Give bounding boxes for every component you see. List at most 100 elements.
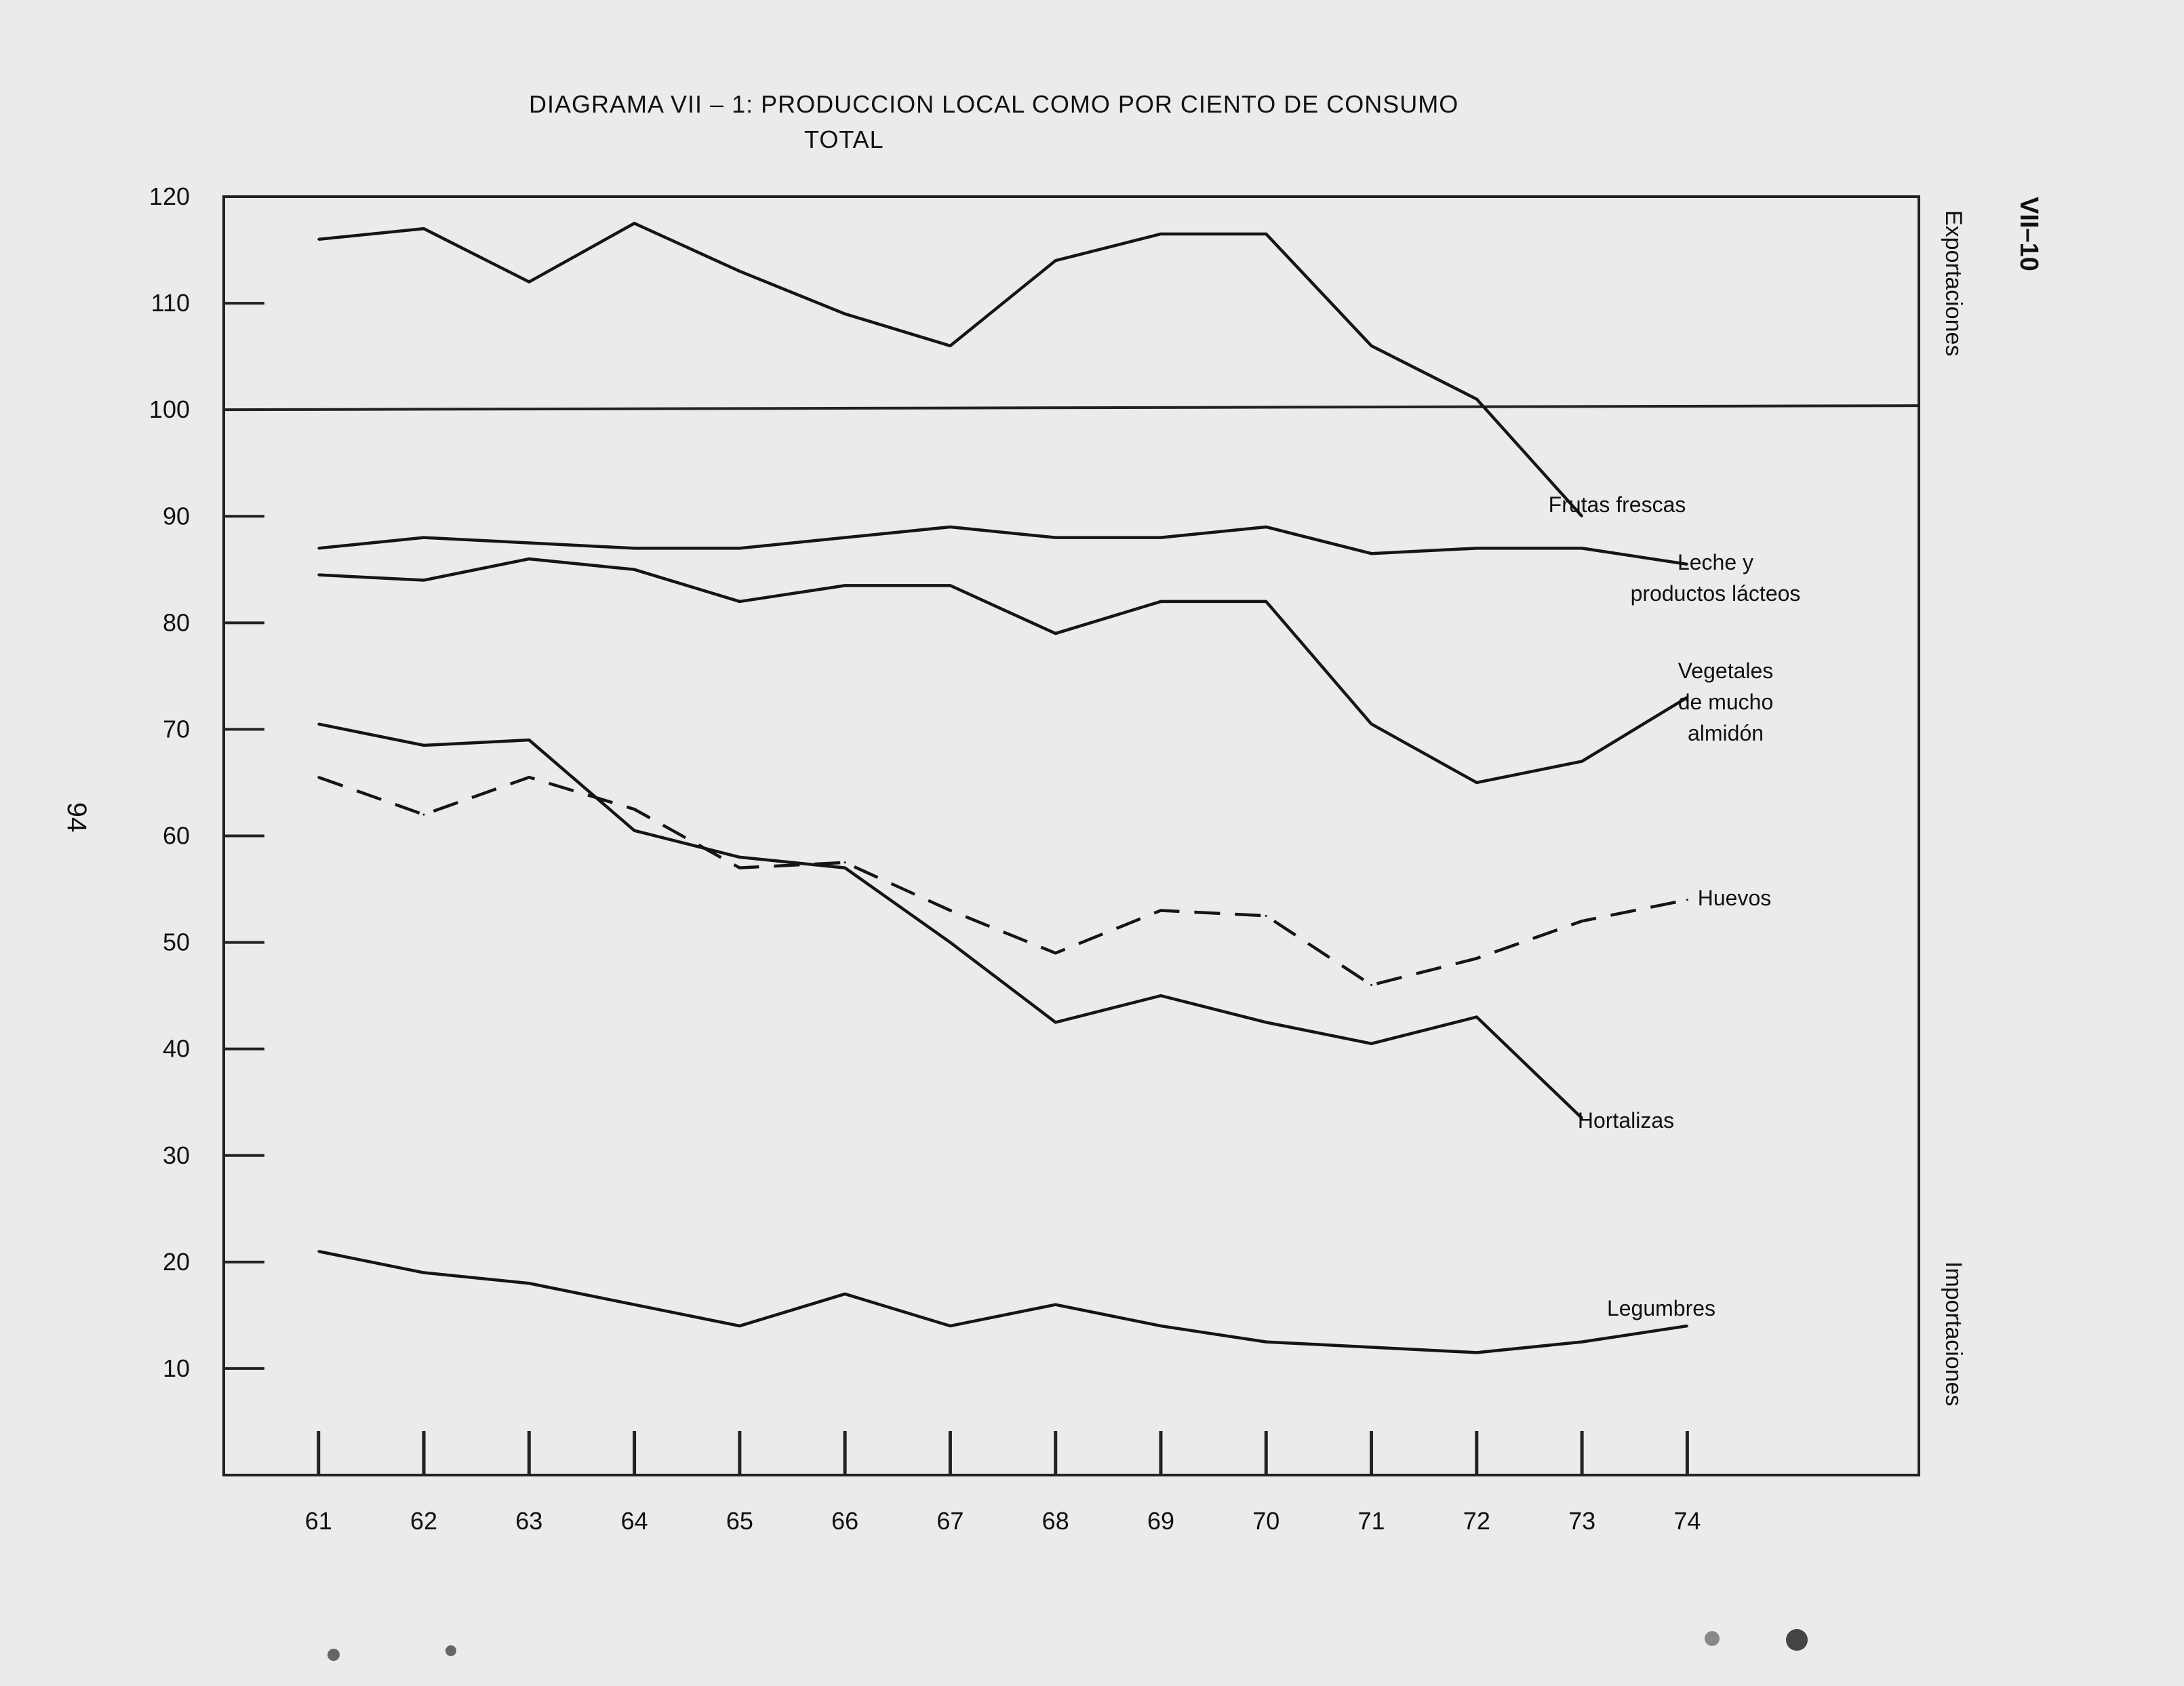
series-label-frutas-frescas: Frutas frescas (1549, 492, 1686, 517)
series-label-line: Legumbres (1607, 1296, 1715, 1320)
series-line-legumbres (318, 1249, 1688, 1354)
data-point-huevos (1686, 899, 1688, 901)
y-axis: 10 20 30 40 50 60 70 80 90 100 110 120 (149, 182, 264, 1382)
data-point-legumbres (1581, 1341, 1583, 1344)
data-point-vegetales-de-mucho-almidon (1686, 696, 1688, 699)
data-point-vegetales-de-mucho-almidon (1370, 723, 1373, 726)
plot-frame (222, 195, 1920, 1476)
data-point-frutas-frescas (1265, 233, 1267, 235)
data-point-vegetales-de-mucho-almidon (1475, 781, 1478, 784)
data-point-hortalizas (422, 744, 425, 747)
y-tick-label: 100 (149, 395, 190, 423)
x-tick-label: 68 (1042, 1507, 1069, 1535)
data-point-legumbres (317, 1250, 320, 1253)
x-tick-label: 64 (621, 1507, 648, 1535)
page-number: 94 (62, 802, 92, 833)
data-point-legumbres (843, 1293, 846, 1295)
importaciones-label: Importaciones (1941, 1261, 1966, 1407)
y-tick-label: 40 (163, 1035, 190, 1063)
data-point-frutas-frescas (422, 227, 425, 230)
data-point-huevos (738, 867, 741, 869)
x-tick-label: 67 (936, 1507, 964, 1535)
data-point-leche-y-productos-lacteos (1475, 547, 1478, 549)
data-point-leche-y-productos-lacteos (738, 547, 741, 549)
data-point-legumbres (422, 1272, 425, 1274)
x-tick-label: 65 (726, 1507, 753, 1535)
data-point-hortalizas (1265, 1021, 1267, 1023)
data-point-legumbres (738, 1325, 741, 1327)
y-tick-label: 70 (163, 715, 190, 743)
data-point-leche-y-productos-lacteos (1265, 526, 1267, 528)
data-point-hortalizas (1475, 1016, 1478, 1019)
data-point-huevos (633, 808, 636, 810)
data-point-hortalizas (738, 856, 741, 859)
data-point-hortalizas (949, 941, 951, 944)
x-tick-label: 74 (1673, 1507, 1701, 1535)
data-point-vegetales-de-mucho-almidon (1159, 600, 1162, 603)
reference-line-100 (223, 404, 1920, 412)
series-label-line: almidón (1688, 721, 1764, 745)
series-label-line: Hortalizas (1578, 1108, 1674, 1133)
data-point-leche-y-productos-lacteos (422, 536, 425, 539)
series-label-line: Huevos (1698, 886, 1772, 910)
x-tick-label: 73 (1568, 1507, 1595, 1535)
series-label-line: Leche y (1677, 550, 1753, 574)
x-tick-label: 62 (410, 1507, 437, 1535)
y-tick-label: 30 (163, 1141, 190, 1169)
y-tick-label: 10 (163, 1354, 190, 1382)
data-point-huevos (1475, 957, 1478, 960)
data-point-legumbres (528, 1282, 530, 1285)
x-tick-label: 61 (305, 1507, 332, 1535)
data-point-frutas-frescas (738, 270, 741, 273)
data-point-leche-y-productos-lacteos (843, 536, 846, 539)
data-point-legumbres (633, 1303, 636, 1306)
data-point-frutas-frescas (1370, 345, 1373, 347)
y-tick-label: 80 (163, 608, 190, 636)
data-point-vegetales-de-mucho-almidon (317, 574, 320, 576)
punch-hole-mark (1705, 1631, 1720, 1646)
series-line-leche-y-productos-lacteos (318, 525, 1688, 566)
series-line-hortalizas (318, 722, 1583, 1120)
y-tick-label: 90 (163, 502, 190, 530)
y-tick-label: 50 (163, 928, 190, 956)
exportaciones-label: Exportaciones (1941, 210, 1966, 356)
data-point-leche-y-productos-lacteos (633, 547, 636, 549)
data-point-huevos (317, 776, 320, 779)
series-label-hortalizas: Hortalizas (1578, 1108, 1674, 1133)
series-label-vegetales-de-mucho-almidon: Vegetales de mucho almidón (1678, 659, 1774, 745)
data-point-huevos (1054, 952, 1057, 954)
data-point-huevos (843, 861, 846, 864)
x-axis: 61 62 63 64 65 66 67 68 69 70 71 72 73 74 (305, 1431, 1701, 1535)
series-labels: Frutas frescas Leche y productos lácteos Ve… (1549, 492, 1801, 1320)
data-point-huevos (422, 813, 425, 816)
data-point-vegetales-de-mucho-almidon (843, 584, 846, 587)
y-tick-label: 110 (151, 289, 190, 317)
data-point-hortalizas (1370, 1042, 1373, 1045)
data-point-frutas-frescas (1475, 397, 1478, 400)
y-tick-label: 20 (163, 1248, 190, 1276)
data-point-huevos (1370, 983, 1373, 986)
data-point-hortalizas (528, 739, 530, 741)
punch-hole-mark (445, 1645, 456, 1656)
data-point-huevos (1159, 909, 1162, 911)
data-point-legumbres (1475, 1351, 1478, 1354)
data-point-hortalizas (1159, 994, 1162, 997)
data-point-vegetales-de-mucho-almidon (738, 600, 741, 603)
x-tick-label: 69 (1147, 1507, 1174, 1535)
data-point-huevos (528, 776, 530, 779)
data-point-hortalizas (633, 829, 636, 832)
data-point-vegetales-de-mucho-almidon (949, 584, 951, 587)
data-point-leche-y-productos-lacteos (1159, 536, 1162, 539)
chart-title-line-1: DIAGRAMA VII – 1: PRODUCCION LOCAL COMO … (529, 90, 1458, 118)
data-point-leche-y-productos-lacteos (1581, 547, 1583, 549)
x-tick-label: 63 (515, 1507, 542, 1535)
data-point-frutas-frescas (317, 238, 320, 241)
data-point-hortalizas (1581, 1117, 1583, 1120)
series-label-line: Frutas frescas (1549, 492, 1686, 517)
data-point-hortalizas (317, 723, 320, 726)
series-line-huevos (318, 775, 1688, 987)
data-point-legumbres (1370, 1346, 1373, 1348)
chart-title-line-2: TOTAL (804, 125, 884, 153)
